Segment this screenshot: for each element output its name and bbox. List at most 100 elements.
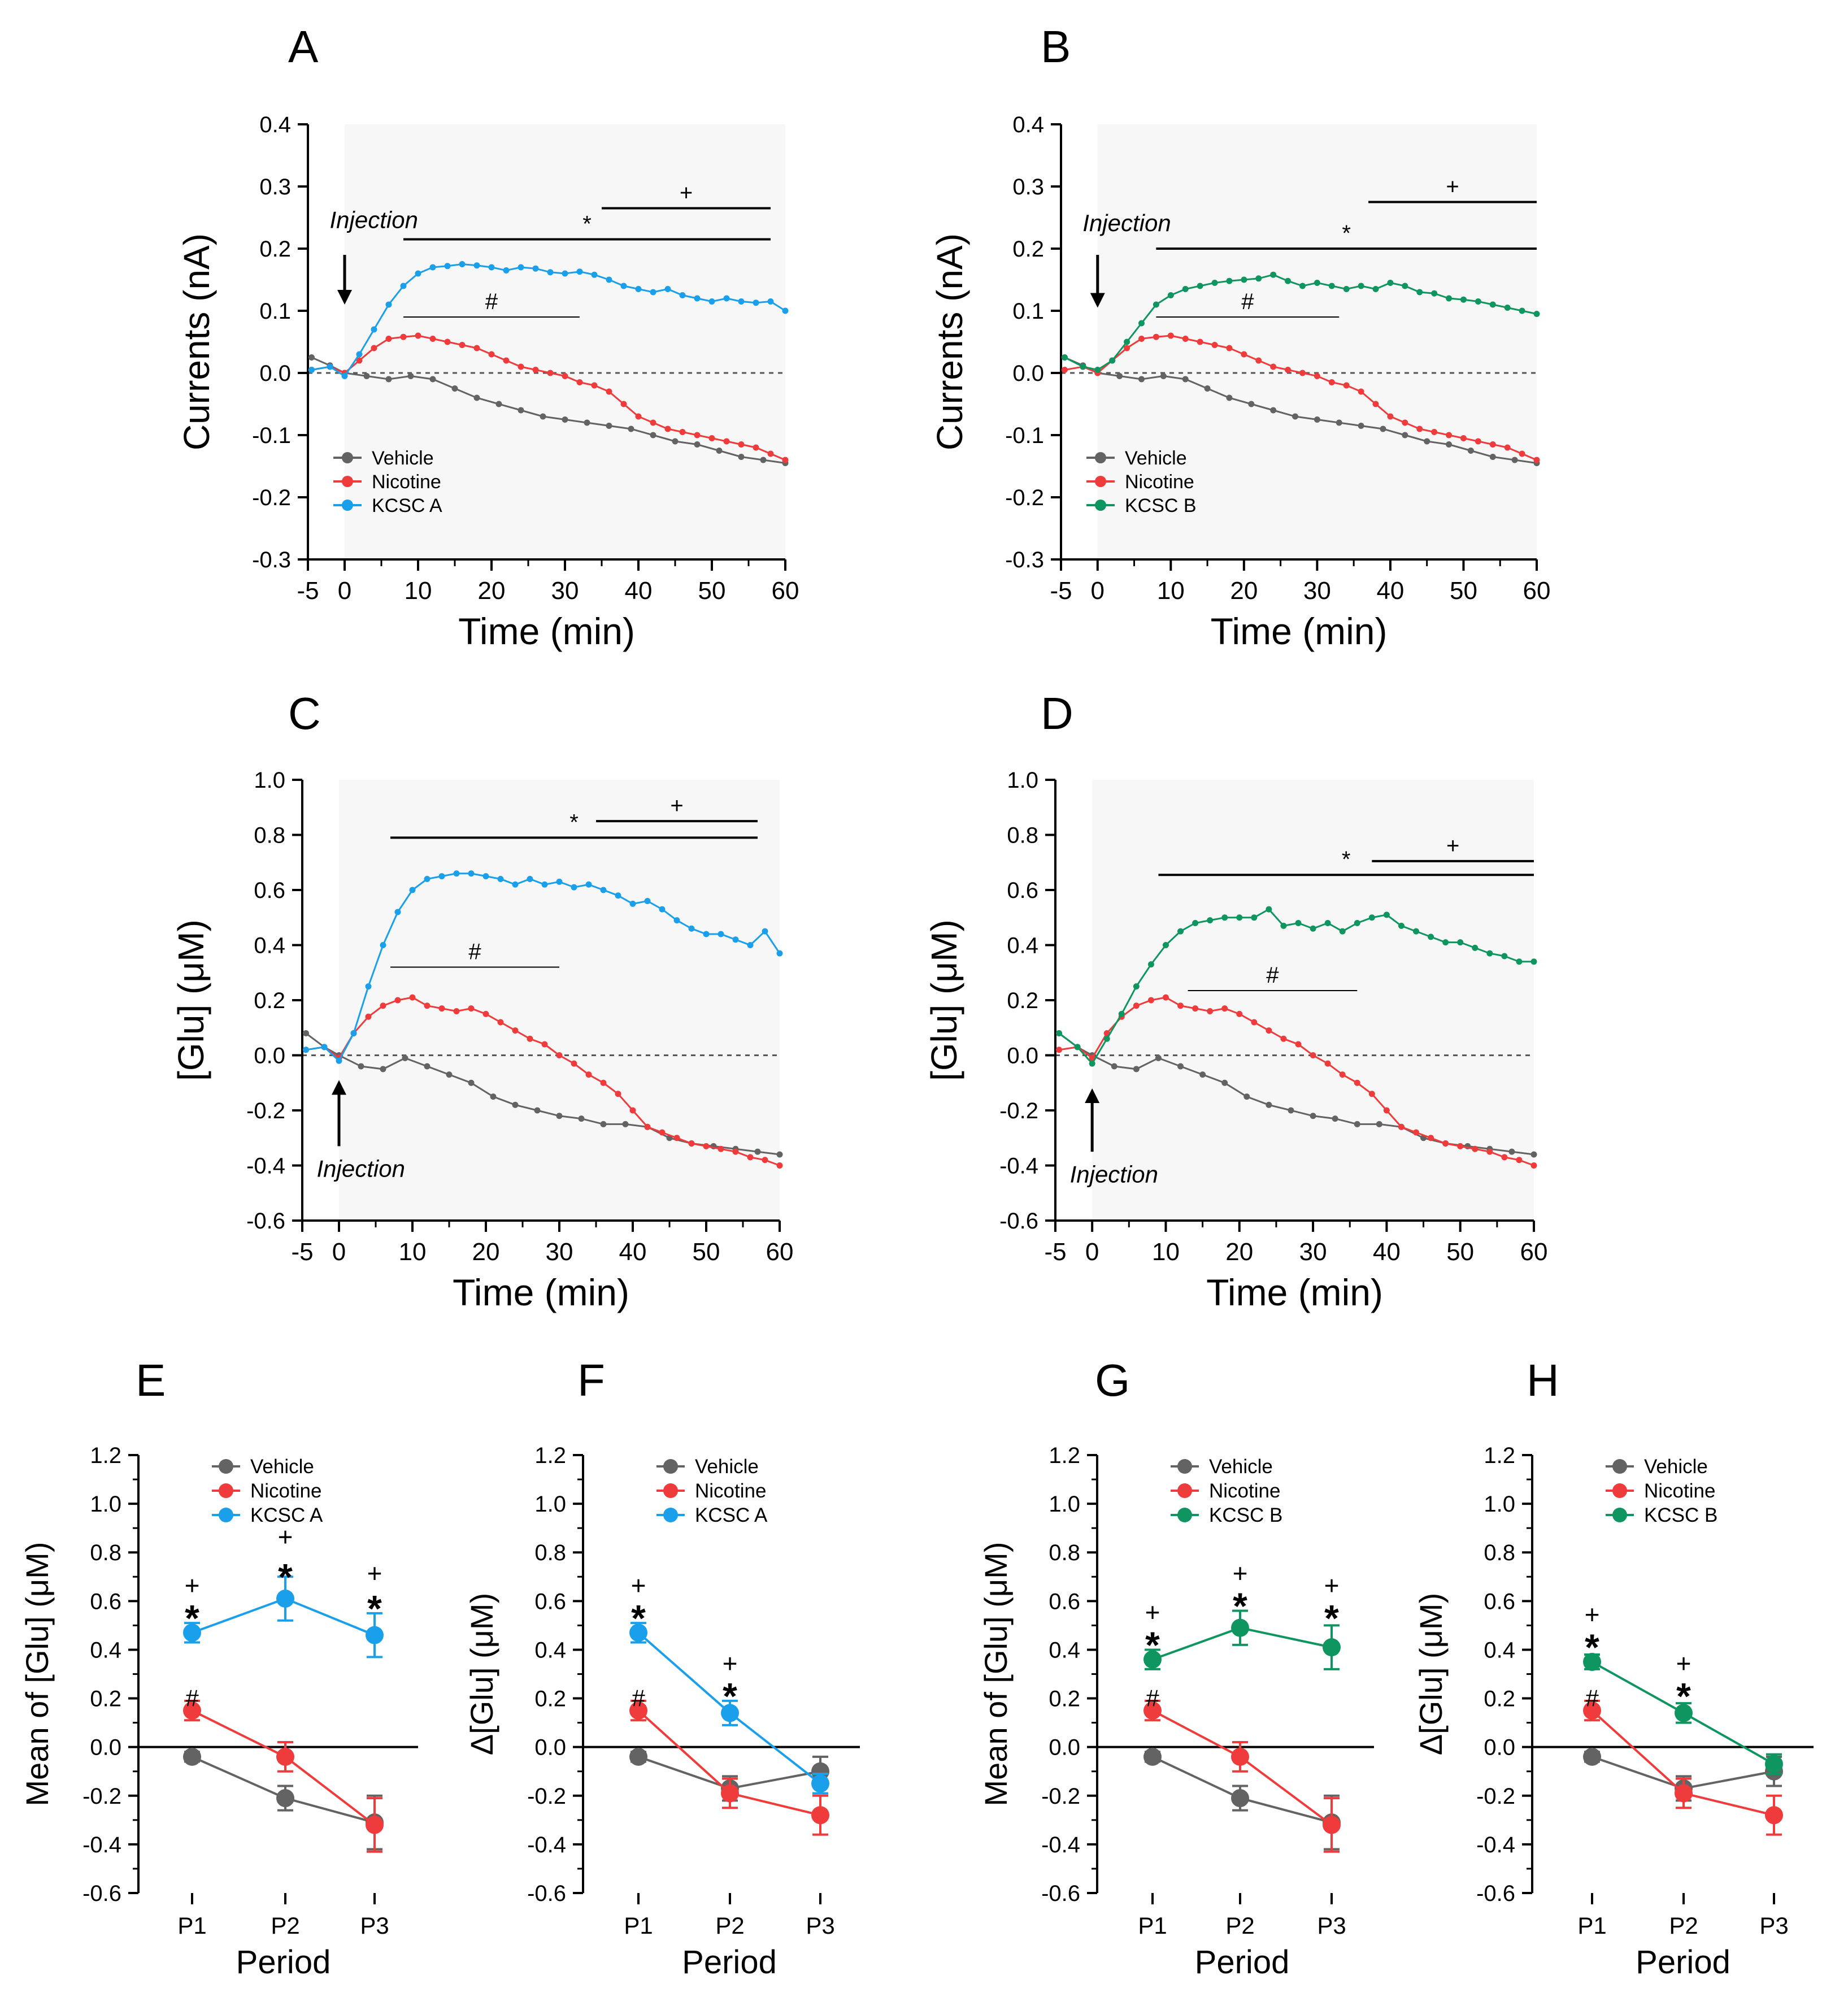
data-point xyxy=(303,1030,309,1036)
data-point xyxy=(1211,280,1218,286)
significance-mark: * xyxy=(278,1556,293,1597)
series-kcsc-a xyxy=(303,870,783,1064)
series-nicotine xyxy=(1143,1699,1341,1853)
data-point xyxy=(380,1002,386,1009)
data-point xyxy=(1457,1143,1464,1149)
significance-label: + xyxy=(680,181,693,206)
x-tick-label: P2 xyxy=(271,1912,299,1939)
mean-point xyxy=(366,1816,384,1834)
data-point xyxy=(512,1101,519,1108)
significance-label: + xyxy=(670,793,683,818)
mean-point xyxy=(366,1626,384,1644)
data-point xyxy=(688,1140,695,1147)
injection-arrow-head xyxy=(332,1080,346,1095)
data-point xyxy=(424,876,431,882)
y-tick-label: 0.0 xyxy=(1007,1044,1038,1069)
data-point xyxy=(1147,997,1154,1004)
data-point xyxy=(782,457,789,463)
data-point xyxy=(453,870,460,877)
y-tick-label: 1.2 xyxy=(90,1443,121,1468)
significance-mark: * xyxy=(631,1597,646,1639)
data-point xyxy=(518,407,524,414)
y-tick-label: 0.0 xyxy=(254,1044,285,1069)
y-tick-label: -0.2 xyxy=(1005,485,1044,510)
x-tick-label: P3 xyxy=(1317,1912,1346,1939)
data-point xyxy=(468,870,475,877)
y-axis-label: [Glu] (μM) xyxy=(924,919,964,1081)
data-point xyxy=(1089,1060,1095,1067)
series-nicotine xyxy=(1056,994,1537,1169)
y-tick-label: -0.6 xyxy=(1041,1881,1080,1906)
significance-label: # xyxy=(468,940,481,965)
mean-point xyxy=(721,1784,739,1803)
data-point xyxy=(1270,271,1277,278)
y-tick-label: -0.6 xyxy=(527,1881,566,1906)
y-tick-label: 0.2 xyxy=(90,1687,121,1712)
data-point xyxy=(303,1047,309,1053)
data-point xyxy=(468,1005,475,1012)
x-tick-label: P2 xyxy=(1225,1912,1254,1939)
y-tick-label: -0.6 xyxy=(999,1209,1038,1234)
y-tick-label: -0.3 xyxy=(252,548,291,572)
x-axis-label: Time (min) xyxy=(1206,1271,1383,1313)
x-tick-label: 0 xyxy=(1091,577,1105,605)
panel-letter: C xyxy=(288,688,321,739)
x-tick-label: P1 xyxy=(1577,1912,1606,1939)
legend-swatch-marker xyxy=(1095,452,1106,463)
data-point xyxy=(532,265,539,272)
x-axis-label: Time (min) xyxy=(1211,610,1388,652)
data-point xyxy=(672,438,679,445)
data-point xyxy=(1530,1151,1537,1158)
y-tick-label: 0.4 xyxy=(534,1638,566,1662)
data-point xyxy=(350,1030,357,1036)
data-point xyxy=(365,1013,372,1020)
data-point xyxy=(1383,911,1390,918)
data-point xyxy=(1251,1019,1258,1026)
data-point xyxy=(1354,1121,1360,1127)
mean-point xyxy=(811,1806,829,1825)
significance-label: * xyxy=(569,810,579,835)
y-axis-label: Currents (nA) xyxy=(929,233,970,450)
data-point xyxy=(1138,320,1145,327)
y-tick-label: 1.0 xyxy=(90,1492,121,1517)
y-tick-label: -0.6 xyxy=(82,1881,121,1906)
data-point xyxy=(444,263,451,270)
panel-d: D -0.6 -0.4 -0.2 0.0 0.2 0.4 0.6 0.8 1.0 [Glu] (μM… xyxy=(924,688,1547,1313)
y-tick-label: 0.6 xyxy=(90,1589,121,1614)
mean-point xyxy=(276,1789,294,1808)
data-point xyxy=(716,448,723,454)
data-point xyxy=(1368,914,1375,921)
data-point xyxy=(1133,1066,1140,1073)
data-point xyxy=(327,363,333,370)
data-point xyxy=(1358,283,1364,289)
data-point xyxy=(1519,307,1525,314)
panel-f: F -0.6 -0.4 -0.2 0.0 0.2 0.4 0.6 0.8 1.0 1.2 Δ[Glu]… xyxy=(464,1355,860,1981)
legend-label: Vehicle xyxy=(250,1456,314,1478)
x-tick-label: 30 xyxy=(1299,1238,1327,1266)
mean-point xyxy=(1143,1701,1162,1720)
data-point xyxy=(1243,1093,1250,1100)
x-tick-label: 50 xyxy=(693,1238,720,1266)
data-point xyxy=(1424,438,1430,445)
panel-letter: D xyxy=(1041,688,1073,739)
data-point xyxy=(371,326,377,333)
data-point xyxy=(615,1091,621,1097)
legend-label: Vehicle xyxy=(1209,1456,1273,1478)
data-point xyxy=(1511,457,1518,463)
data-point xyxy=(497,876,504,882)
x-tick-label: 20 xyxy=(478,577,506,605)
data-point xyxy=(409,994,416,1001)
data-point xyxy=(708,298,715,305)
data-point xyxy=(488,351,495,358)
x-tick-label: 20 xyxy=(472,1238,500,1266)
x-tick-label: 0 xyxy=(1085,1238,1099,1266)
data-point xyxy=(503,357,510,364)
series-kcsc-a xyxy=(183,1575,384,1659)
y-tick-label: 0.0 xyxy=(90,1735,121,1760)
data-point xyxy=(1292,413,1299,420)
x-tick-label: P2 xyxy=(1669,1912,1698,1939)
y-tick-label: 0.4 xyxy=(1007,934,1038,958)
data-point xyxy=(1324,1060,1331,1067)
